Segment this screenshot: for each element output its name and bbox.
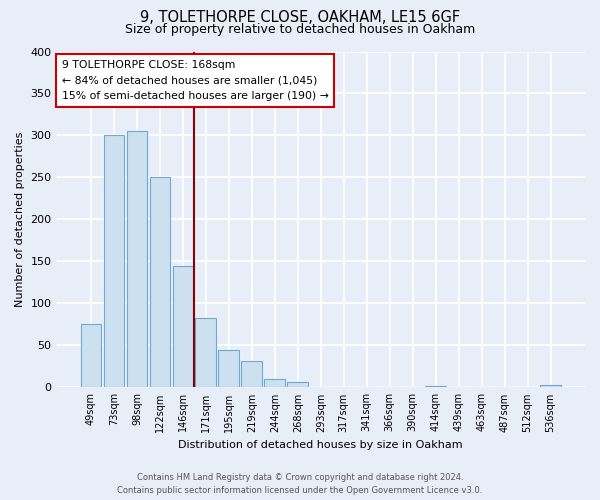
Bar [425,386,446,388]
Text: Contains HM Land Registry data © Crown copyright and database right 2024.
Contai: Contains HM Land Registry data © Crown c… [118,473,482,495]
Bar [149,178,170,388]
Bar [80,324,101,388]
Y-axis label: Number of detached properties: Number of detached properties [15,132,25,307]
Bar [196,318,216,388]
Bar [218,350,239,388]
Bar [173,266,193,388]
Bar [265,379,285,388]
X-axis label: Distribution of detached houses by size in Oakham: Distribution of detached houses by size … [178,440,463,450]
Bar [104,136,124,388]
Text: 9 TOLETHORPE CLOSE: 168sqm
← 84% of detached houses are smaller (1,045)
15% of s: 9 TOLETHORPE CLOSE: 168sqm ← 84% of deta… [62,60,329,101]
Text: Size of property relative to detached houses in Oakham: Size of property relative to detached ho… [125,22,475,36]
Text: 9, TOLETHORPE CLOSE, OAKHAM, LE15 6GF: 9, TOLETHORPE CLOSE, OAKHAM, LE15 6GF [140,10,460,25]
Bar [241,360,262,388]
Bar [540,385,561,388]
Bar [287,382,308,388]
Bar [127,132,147,388]
